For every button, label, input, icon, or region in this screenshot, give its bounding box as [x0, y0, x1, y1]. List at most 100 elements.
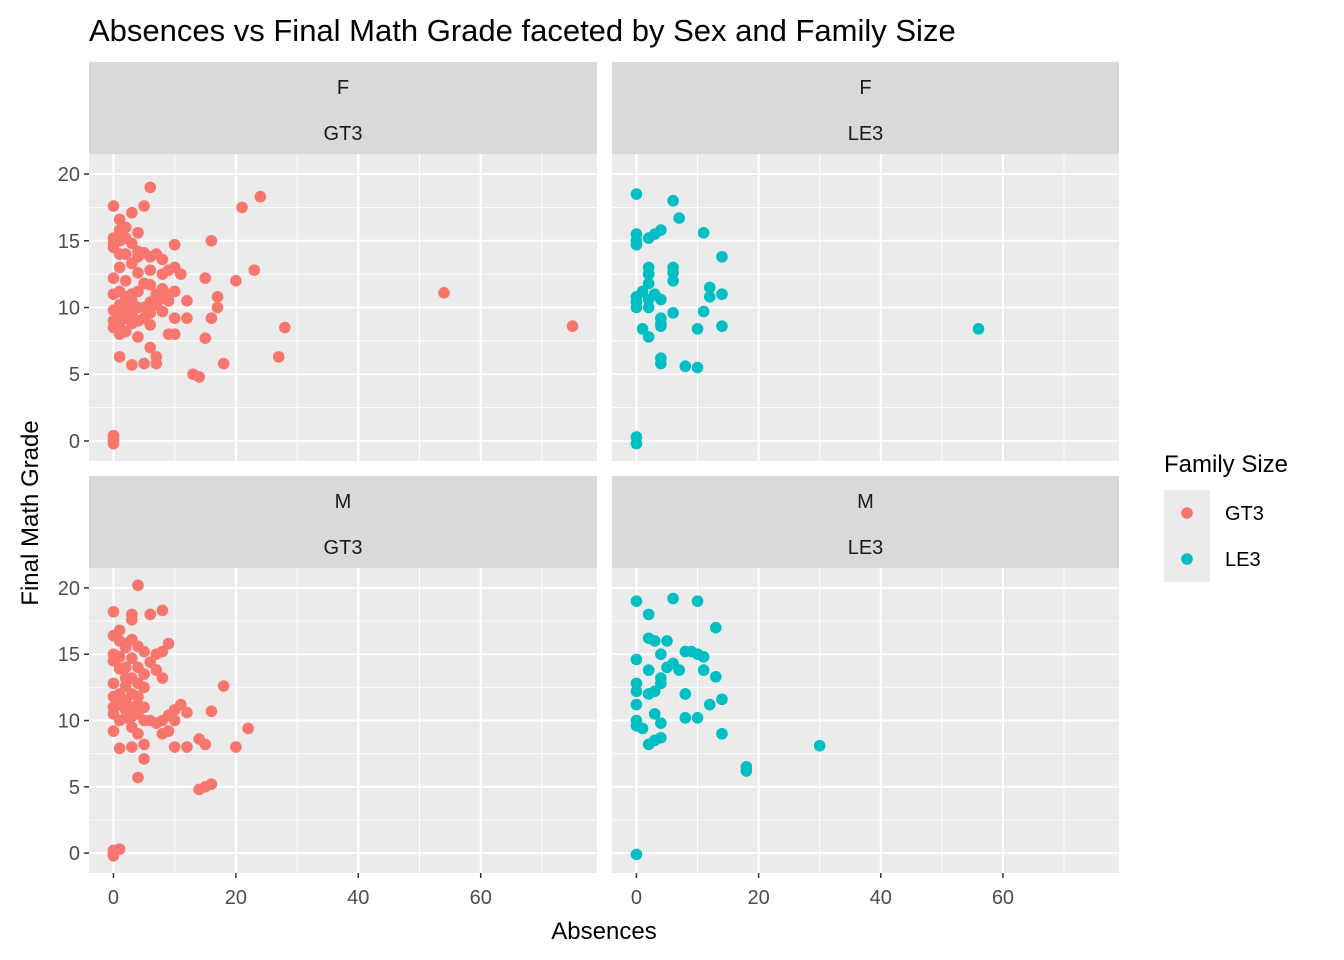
data-point [667, 194, 679, 207]
data-point [630, 296, 643, 308]
data-point [642, 608, 655, 621]
data-point [642, 664, 655, 676]
data-point [630, 848, 643, 861]
data-point [113, 351, 126, 363]
data-point [642, 268, 655, 280]
data-point [144, 319, 157, 331]
data-point [144, 181, 157, 194]
data-point [199, 332, 212, 345]
data-point [107, 200, 120, 212]
data-point [175, 698, 187, 711]
data-point [655, 717, 667, 729]
x-tick-label: 40 [347, 887, 369, 909]
data-point [150, 357, 163, 370]
data-point [181, 741, 193, 753]
data-point [113, 651, 126, 663]
data-point [813, 739, 826, 752]
data-point [107, 429, 120, 442]
y-tick-label: 15 [58, 644, 80, 666]
data-point [667, 266, 679, 279]
data-point [648, 685, 661, 698]
data-point [236, 201, 248, 214]
data-point [205, 705, 218, 718]
x-tick-label: 60 [992, 887, 1014, 909]
data-point [126, 741, 138, 753]
x-tick-label: 20 [747, 887, 769, 909]
data-point [181, 295, 193, 307]
data-point [217, 357, 230, 370]
data-point [630, 188, 643, 200]
data-point [144, 656, 157, 668]
strip-label-famsize: LE3 [848, 537, 884, 559]
data-point [181, 312, 193, 324]
data-point [132, 226, 144, 239]
legend-label-gt3: GT3 [1225, 503, 1264, 525]
data-point [630, 431, 643, 443]
data-point [710, 670, 722, 683]
data-point [162, 725, 175, 737]
legend: Family Size GT3 LE3 [1164, 451, 1288, 582]
facet-panel-m-le3: M LE3 [612, 476, 1119, 873]
data-point [661, 635, 673, 647]
x-tick-label: 60 [470, 887, 492, 909]
data-point [636, 323, 649, 335]
data-point [667, 592, 679, 605]
data-point [132, 331, 144, 343]
data-point [217, 680, 230, 692]
y-tick-label: 5 [69, 777, 80, 799]
data-point [566, 320, 579, 332]
data-point [630, 653, 643, 666]
data-point [230, 275, 242, 287]
data-point [642, 331, 655, 343]
data-point [107, 272, 120, 284]
y-tick-label: 15 [58, 231, 80, 253]
y-axis-title: Final Math Grade [17, 420, 44, 605]
data-point [679, 712, 692, 724]
data-point [181, 706, 193, 719]
data-point [156, 604, 169, 617]
data-point [119, 661, 132, 674]
data-point [248, 264, 261, 276]
data-point [679, 360, 692, 373]
data-point [630, 677, 643, 690]
data-point [144, 341, 157, 354]
legend-key-gt3 [1181, 507, 1193, 519]
x-axis-title: Absences [551, 918, 656, 945]
data-point [211, 301, 224, 314]
data-point [716, 693, 728, 706]
facet-strip [612, 476, 1119, 568]
data-point [716, 288, 728, 300]
data-point [655, 224, 667, 236]
strip-label-sex: F [337, 77, 349, 99]
data-point [126, 613, 138, 626]
data-point [655, 293, 667, 306]
data-point [642, 277, 655, 290]
data-point [679, 688, 692, 700]
data-point [740, 765, 753, 777]
data-point [655, 648, 667, 660]
data-point [113, 213, 126, 226]
data-point [697, 664, 710, 676]
data-point [648, 635, 661, 647]
data-point [168, 741, 181, 753]
data-point [113, 742, 126, 755]
data-point [132, 690, 144, 703]
x-tick-label: 40 [870, 887, 892, 909]
data-point [119, 680, 132, 692]
y-tick-label: 10 [58, 711, 80, 733]
data-point [211, 291, 224, 303]
data-point [138, 681, 150, 694]
facet-panel-f-le3: F LE3 [612, 62, 1119, 461]
data-point [716, 250, 728, 263]
data-point [126, 652, 138, 664]
strip-label-sex: F [859, 77, 871, 99]
data-point [144, 307, 157, 319]
data-point [230, 741, 242, 753]
data-point [144, 264, 157, 276]
data-point [138, 200, 150, 212]
data-point [113, 261, 126, 274]
data-point [132, 266, 144, 279]
data-point [655, 731, 667, 744]
strip-label-famsize: GT3 [324, 123, 363, 145]
data-point [138, 357, 150, 370]
